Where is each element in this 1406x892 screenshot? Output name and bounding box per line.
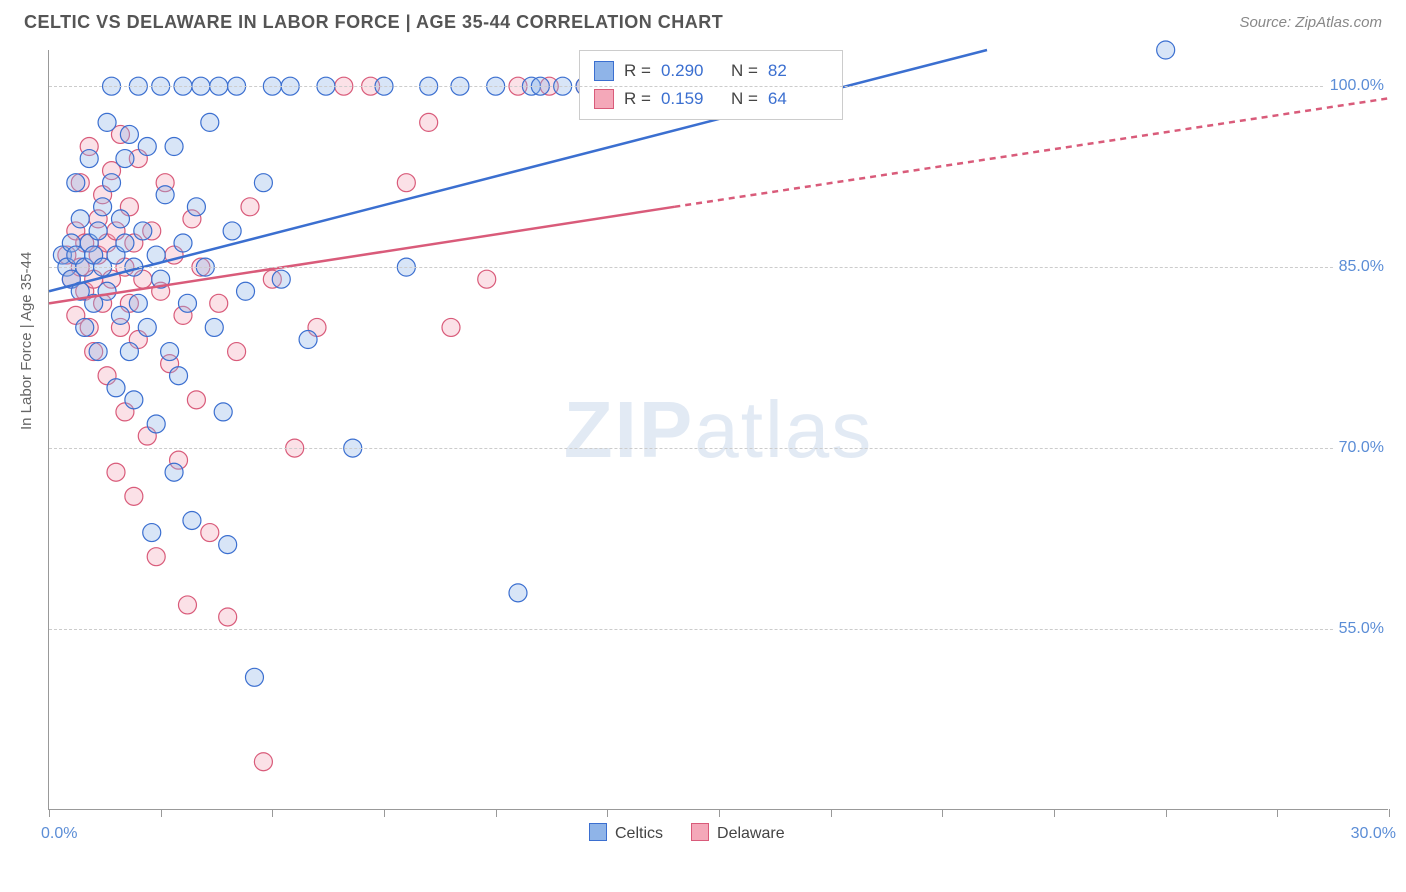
chart-plot-area: ZIPatlas R = 0.290 N = 82 R = 0.159 N = … — [48, 50, 1388, 810]
legend-swatch-icon — [691, 823, 709, 841]
x-axis-max-label: 30.0% — [1351, 825, 1396, 843]
x-tick — [496, 809, 497, 817]
x-tick — [607, 809, 608, 817]
y-tick-label: 85.0% — [1333, 256, 1390, 278]
x-tick — [1166, 809, 1167, 817]
y-axis-title: In Labor Force | Age 35-44 — [18, 252, 35, 430]
x-tick — [831, 809, 832, 817]
n-value-celtics: 82 — [768, 57, 828, 85]
x-tick — [942, 809, 943, 817]
x-tick — [49, 809, 50, 817]
x-tick — [1277, 809, 1278, 817]
scatter-svg — [49, 50, 1388, 809]
legend-row-celtics: R = 0.290 N = 82 — [594, 57, 828, 85]
legend-item-celtics: Celtics — [589, 823, 663, 843]
y-tick-label: 100.0% — [1324, 75, 1390, 97]
legend-swatch-celtics — [594, 61, 614, 81]
legend-swatch-icon — [589, 823, 607, 841]
gridline — [49, 267, 1388, 268]
correlation-legend: R = 0.290 N = 82 R = 0.159 N = 64 — [579, 50, 843, 120]
x-tick — [384, 809, 385, 817]
x-tick — [272, 809, 273, 817]
source-attribution: Source: ZipAtlas.com — [1239, 14, 1382, 31]
x-axis-min-label: 0.0% — [41, 825, 77, 843]
legend-item-delaware: Delaware — [691, 823, 785, 843]
gridline — [49, 629, 1388, 630]
x-tick — [1054, 809, 1055, 817]
r-value-delaware: 0.159 — [661, 85, 721, 113]
legend-row-delaware: R = 0.159 N = 64 — [594, 85, 828, 113]
r-value-celtics: 0.290 — [661, 57, 721, 85]
x-tick — [161, 809, 162, 817]
gridline — [49, 86, 1388, 87]
series-legend: Celtics Delaware — [589, 823, 785, 843]
legend-swatch-delaware — [594, 89, 614, 109]
chart-title: CELTIC VS DELAWARE IN LABOR FORCE | AGE … — [24, 12, 723, 33]
n-value-delaware: 64 — [768, 85, 828, 113]
y-tick-label: 70.0% — [1333, 437, 1390, 459]
x-tick — [719, 809, 720, 817]
y-tick-label: 55.0% — [1333, 618, 1390, 640]
gridline — [49, 448, 1388, 449]
x-tick — [1389, 809, 1390, 817]
